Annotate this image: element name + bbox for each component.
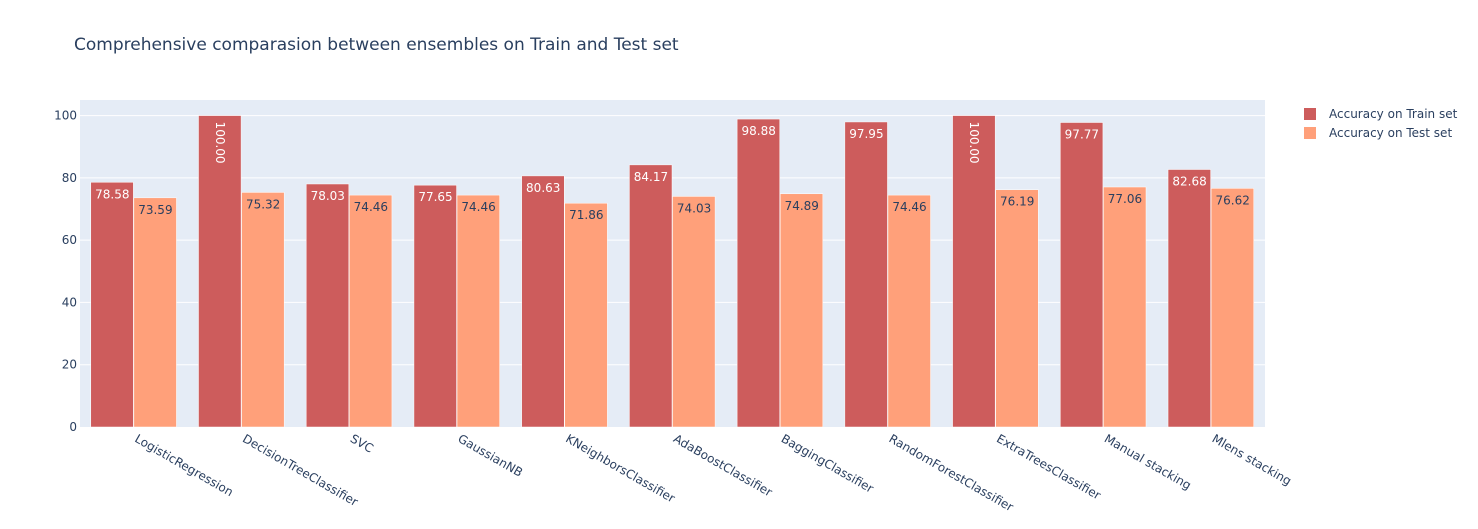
legend-label[interactable]: Accuracy on Train set [1329,107,1458,121]
data-label: 74.03 [677,201,711,215]
x-tick-label: SVC [348,431,376,455]
legend-swatch[interactable] [1304,108,1316,120]
bar[interactable] [952,115,996,428]
y-tick-label: 60 [62,233,77,247]
y-tick-label: 80 [62,171,77,185]
bar[interactable] [1060,122,1104,428]
y-tick-label: 100 [54,109,77,123]
data-label: 74.46 [354,200,388,214]
x-tick-label: LogisticRegression [132,431,235,499]
chart-title: Comprehensive comparasion between ensemb… [74,35,679,55]
data-label: 76.62 [1216,193,1250,207]
data-label: 100.00 [967,122,981,164]
data-label: 73.59 [138,203,172,217]
bar[interactable] [521,175,565,428]
y-tick-label: 0 [69,420,77,434]
bar[interactable] [564,202,608,428]
x-tick-label: Manual stacking [1102,431,1194,492]
x-tick-label: Mlens stacking [1210,431,1294,488]
data-label: 82.68 [1172,175,1206,189]
data-label: 98.88 [742,124,776,138]
data-label: 74.89 [785,199,819,213]
x-tick-label: DecisionTreeClassifier [240,431,360,509]
bar[interactable] [413,184,457,428]
bar[interactable] [241,192,285,428]
data-label: 78.58 [95,187,129,201]
y-tick-label: 40 [62,295,77,309]
legend[interactable]: Accuracy on Train set Accuracy on Test se… [1304,107,1458,140]
legend-label[interactable]: Accuracy on Test set [1329,126,1452,140]
bar[interactable] [887,194,931,428]
x-tick-label: KNeighborsClassifier [563,431,677,505]
bar[interactable] [1167,169,1211,428]
data-label: 97.95 [849,127,883,141]
bar[interactable] [305,183,350,428]
bar[interactable] [629,164,673,428]
bar[interactable] [1103,186,1147,428]
x-tick-label: AdaBoostClassifier [671,431,775,499]
data-label: 80.63 [526,181,560,195]
bar[interactable] [90,182,134,428]
data-label: 71.86 [569,208,603,222]
data-label: 74.46 [892,200,926,214]
bar[interactable] [779,193,824,428]
bar[interactable] [198,115,242,428]
bar[interactable] [995,189,1039,428]
bar[interactable] [133,197,177,428]
x-tick-label: BaggingClassifier [779,431,876,495]
data-label: 84.17 [634,170,668,184]
data-label: 97.77 [1065,128,1099,142]
x-tick-label: ExtraTreesClassifier [994,431,1103,502]
bar[interactable] [736,118,780,428]
data-label: 75.32 [246,197,280,211]
x-tick-label: GaussianNB [456,431,526,479]
plot-area: 0 20 40 60 80 100 78.58 73.59 LogisticRegression… [54,100,1294,514]
data-label: 77.06 [1108,192,1142,206]
data-label: 74.46 [461,200,495,214]
data-label: 100.00 [213,122,227,164]
data-label: 77.65 [418,190,452,204]
y-tick-label: 20 [62,358,77,372]
bar[interactable] [844,121,888,428]
bar[interactable] [349,194,393,428]
bar[interactable] [672,196,716,428]
data-label: 76.19 [1000,195,1034,209]
bar[interactable] [456,194,500,428]
data-label: 78.03 [311,189,345,203]
bar[interactable] [1210,188,1254,428]
legend-swatch[interactable] [1304,127,1316,139]
